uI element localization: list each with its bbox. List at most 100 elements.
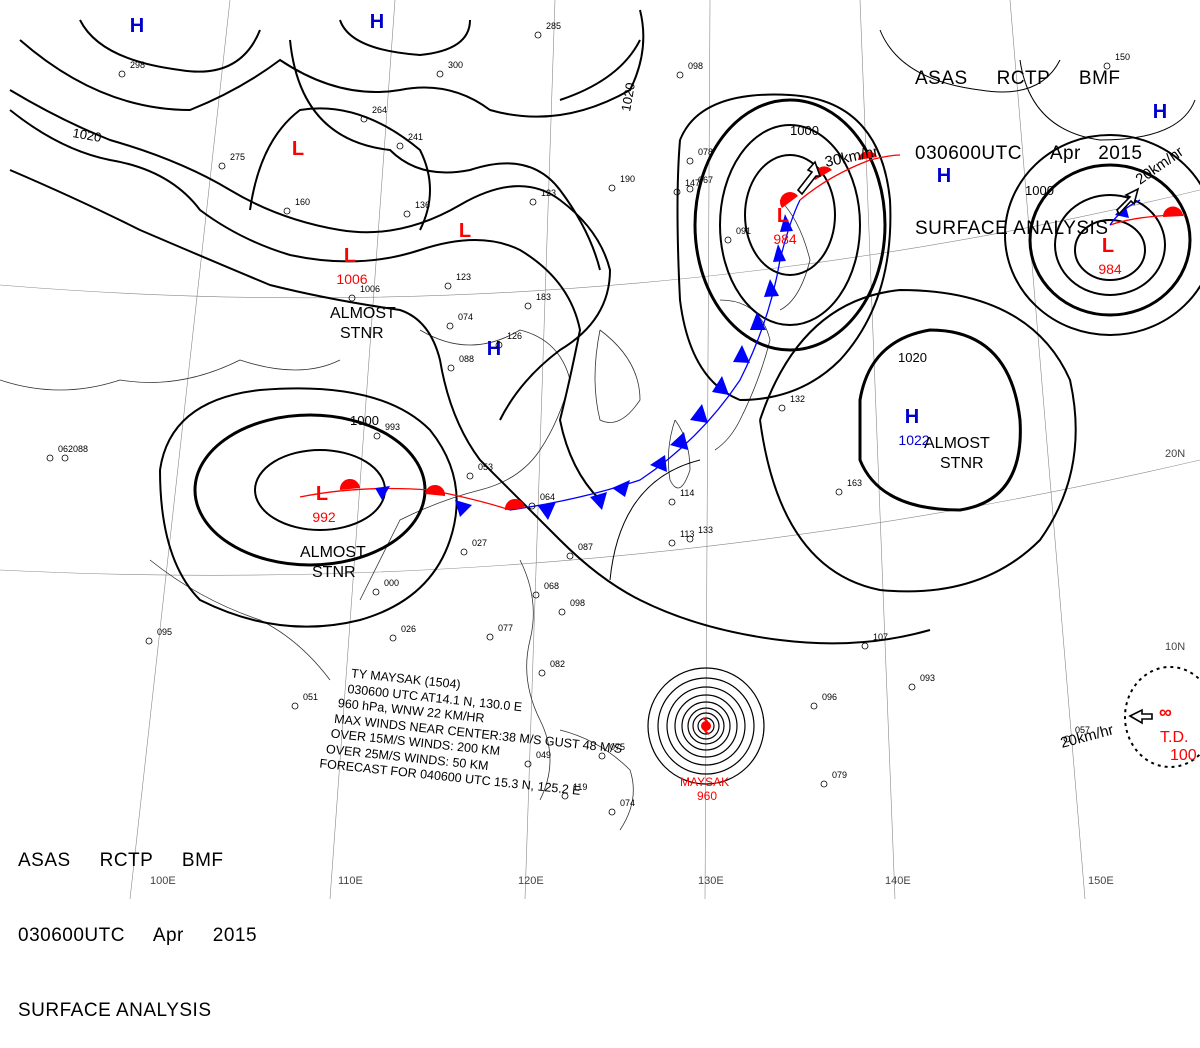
low-pressure-symbol: L — [292, 138, 304, 160]
header-title: SURFACE ANALYSIS — [915, 218, 1109, 239]
motion-arrows — [796, 160, 1153, 725]
station-pressure-value: 190 — [620, 174, 635, 184]
station-pressure-value: 133 — [698, 525, 713, 535]
station-marker — [778, 404, 786, 412]
station-pressure-value: 078 — [698, 147, 713, 157]
header-station: RCTP — [996, 68, 1050, 89]
isobar-label-1000-e: 1000 — [1025, 183, 1054, 198]
station-pressure-value: 088 — [459, 354, 474, 364]
td-pressure: 100 — [1170, 747, 1197, 764]
lon-label-130e: 130E — [698, 875, 724, 887]
station-pressure-value: 062 — [58, 444, 73, 454]
station-marker — [724, 236, 732, 244]
isobar-label-1020-w: 1020 — [71, 125, 102, 145]
lat-label-20n: 20N — [1165, 448, 1185, 460]
station-pressure-value: 107 — [873, 632, 888, 642]
stnr-label-south-b: STNR — [312, 564, 356, 581]
isobars-high-east — [609, 29, 1196, 593]
header-top-right: ASAS RCTP BMF 030600UTC Apr 2015 SURFACE… — [915, 16, 1143, 266]
station-marker — [908, 683, 916, 691]
station-pressure-value: 095 — [157, 627, 172, 637]
isobar-label-1000-sw: 1000 — [350, 413, 379, 428]
station-pressure-value: 027 — [472, 538, 487, 548]
header-agency: ASAS — [18, 850, 71, 871]
station-marker — [389, 634, 397, 642]
surface-analysis-map: ∞ — [0, 0, 1200, 899]
header-line-2: 030600UTC Apr 2015 — [915, 141, 1143, 166]
header-year: 2015 — [1098, 143, 1143, 164]
station-plots: 1006 993 053 064 087 098 077 082 075 074 095 051 088… — [46, 21, 1130, 816]
station-marker — [373, 432, 381, 440]
typhoon-symbol — [701, 717, 711, 735]
high-pressure-symbol: H — [370, 11, 384, 33]
high-pressure-symbol: H — [905, 406, 919, 428]
station-marker — [403, 210, 411, 218]
station-pressure-value: 091 — [736, 226, 751, 236]
station-marker — [1063, 735, 1071, 743]
lon-label-110e: 110E — [338, 875, 363, 887]
header-line-1: ASAS RCTP BMF — [18, 848, 257, 873]
header-title: SURFACE ANALYSIS — [18, 1000, 212, 1021]
lon-label-140e: 140E — [885, 875, 911, 887]
station-marker — [396, 142, 404, 150]
station-marker — [608, 184, 616, 192]
station-marker — [495, 341, 503, 349]
station-pressure-value: 147 — [685, 178, 700, 188]
td-labels: T.D. 100 — [1160, 729, 1197, 764]
station-marker — [820, 780, 828, 788]
station-marker — [61, 454, 69, 462]
station-pressure-value: 093 — [920, 673, 935, 683]
station-pressure-value: 079 — [832, 770, 847, 780]
high-pressure-symbol: H — [1153, 101, 1167, 123]
station-marker — [444, 282, 452, 290]
typhoon-pressure: 960 — [697, 789, 717, 803]
header-month: Apr — [1049, 143, 1081, 164]
low-pressure-symbol: L — [344, 245, 356, 267]
station-pressure-value: 074 — [458, 312, 473, 322]
isobars-low-east — [1004, 134, 1200, 336]
station-pressure-value: 1006 — [360, 284, 380, 294]
station-pressure-value: 026 — [401, 624, 416, 634]
lon-label-120e: 120E — [518, 875, 544, 887]
grid-labels: 20N 10N 100E 110E 120E 130E 140E 150E — [150, 448, 1185, 887]
stnr-label-east-b: STNR — [940, 455, 984, 472]
station-pressure-value: 113 — [680, 529, 694, 539]
station-pressure-value: 098 — [688, 61, 703, 71]
station-marker — [608, 808, 616, 816]
station-marker — [1103, 62, 1111, 70]
station-pressure-value: 150 — [1115, 52, 1130, 62]
station-marker — [447, 364, 455, 372]
station-marker — [46, 454, 54, 462]
station-marker — [676, 71, 684, 79]
header-agency: ASAS — [915, 68, 968, 89]
station-marker — [528, 502, 536, 510]
station-marker — [466, 472, 474, 480]
station-pressure-value: 087 — [578, 542, 593, 552]
station-marker — [291, 702, 299, 710]
pressure-value: 992 — [312, 509, 336, 525]
station-pressure-value: 298 — [130, 60, 145, 70]
station-marker — [360, 115, 368, 123]
header-month: Apr — [152, 925, 184, 946]
isobars-low-japan — [676, 93, 892, 402]
station-marker — [561, 792, 569, 800]
lon-label-100e: 100E — [150, 875, 176, 887]
high-pressure-symbol: H — [937, 165, 951, 187]
header-office: BMF — [181, 850, 224, 871]
station-marker — [218, 162, 226, 170]
header-station: RCTP — [99, 850, 153, 871]
typhoon-labels: MAYSAK 960 — [680, 775, 729, 803]
coastlines — [0, 199, 811, 831]
station-marker — [668, 498, 676, 506]
lon-label-150e: 150E — [1088, 875, 1114, 887]
high-pressure-symbol: H — [487, 338, 501, 360]
station-marker — [686, 157, 694, 165]
isobars — [9, 9, 931, 645]
station-pressure-value: 241 — [408, 132, 423, 142]
station-marker — [668, 539, 676, 547]
station-marker — [348, 294, 356, 302]
station-pressure-value: 067 — [698, 175, 713, 185]
station-marker — [372, 588, 380, 596]
station-marker — [835, 488, 843, 496]
typhoon-isobars — [647, 667, 765, 785]
